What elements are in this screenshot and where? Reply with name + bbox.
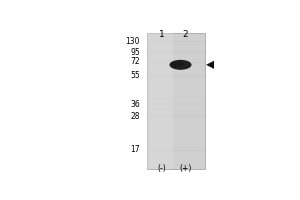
Text: 1: 1 (159, 30, 165, 39)
Ellipse shape (170, 61, 184, 67)
Text: 17: 17 (130, 145, 140, 154)
Text: (-): (-) (158, 164, 166, 173)
Ellipse shape (169, 60, 191, 70)
Text: 72: 72 (130, 57, 140, 66)
Bar (147, 33, 173, 169)
Polygon shape (206, 61, 214, 69)
Text: 2: 2 (182, 30, 188, 39)
Text: 55: 55 (130, 71, 140, 80)
Text: (+): (+) (179, 164, 191, 173)
Text: 95: 95 (130, 48, 140, 57)
Text: 130: 130 (125, 37, 140, 46)
Text: 28: 28 (130, 112, 140, 121)
Text: 36: 36 (130, 100, 140, 109)
Bar (147, 33, 205, 169)
